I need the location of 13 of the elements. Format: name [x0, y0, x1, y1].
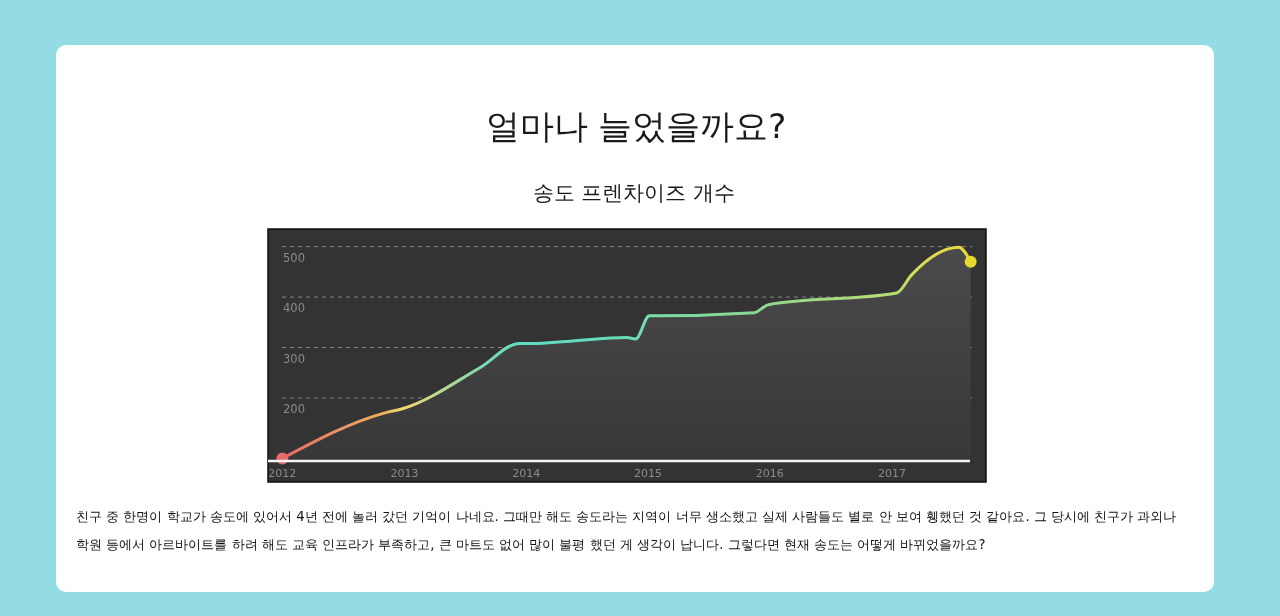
text: 친구 중 한명이 학교가 송도에 있어서 4년 전에 놀러 갔던 기억이 나네요. 그때만 해도 송도라는 지역이 너무 생소했고 실제 사람들도 별로 안 보여 휑했던 것 같아요. 그 당시에 친구가 과외나 학원 등에서 아르바이트를 하려 해도 교육 인프라가 부족하고, 큰 마트도 없어 많이 불평 했던 게 생각이 납니다. 그렇다면 현재 송도는 어떻게 바뀌었을까요?: [76, 508, 1178, 554]
y-tick-label: 400: [283, 301, 305, 316]
chart-subtitle: 송도 프렌차이즈 개수: [532, 181, 736, 205]
x-tick-label: 2012: [268, 467, 297, 480]
x-tick-label: 2013: [390, 467, 419, 480]
chart-title: 얼마나 늘었을까요?: [485, 106, 787, 146]
x-tick-label: 2017: [877, 467, 906, 480]
x-tick-label: 2016: [755, 467, 784, 480]
x-tick-label: 2014: [512, 467, 541, 480]
y-tick-label: 500: [283, 250, 305, 265]
y-tick-label: 300: [283, 351, 305, 366]
y-tick-label: 200: [283, 401, 305, 416]
x-tick-label: 2015: [634, 467, 663, 480]
